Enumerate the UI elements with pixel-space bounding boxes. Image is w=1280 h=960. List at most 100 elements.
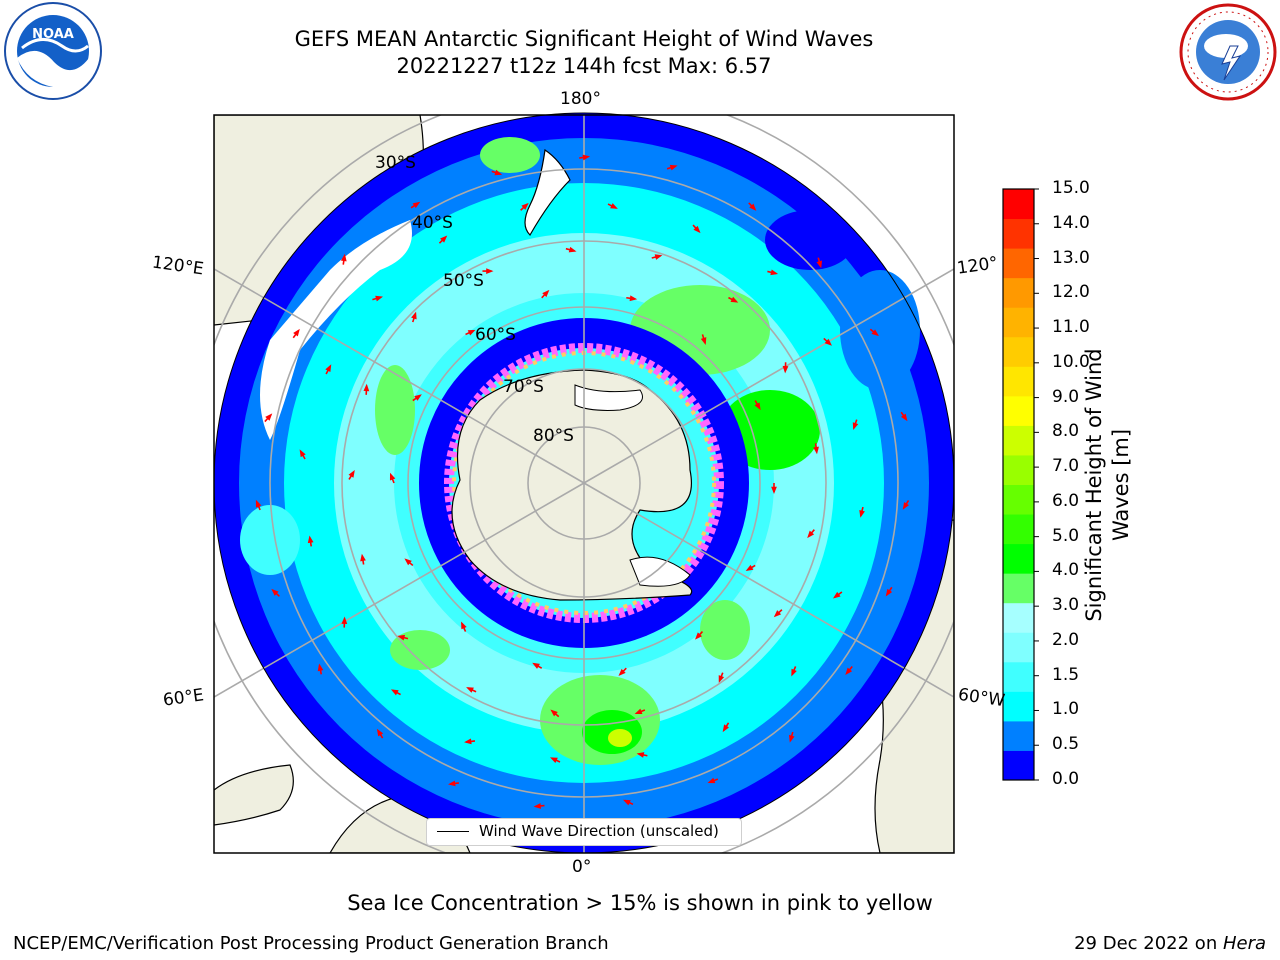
- colorbar-segment: [1003, 425, 1034, 456]
- colorbar-segment: [1003, 277, 1034, 308]
- wind-arrow-head: [271, 588, 279, 596]
- wind-arrow-head: [486, 268, 494, 274]
- wind-arrow-head: [265, 413, 273, 421]
- colorbar-segment: [1003, 720, 1034, 751]
- wind-arrow-head: [695, 632, 703, 640]
- colorbar-tick-label: 15.0: [1052, 178, 1090, 198]
- colorbar: [1003, 188, 1039, 781]
- wind-arrow-head: [376, 728, 384, 737]
- wind-arrow-head: [414, 394, 422, 401]
- nws-logo: [1179, 3, 1277, 101]
- wind-arrow-head: [390, 689, 399, 696]
- colorbar-tick-label: 8.0: [1052, 421, 1080, 442]
- wind-arrow-head: [389, 472, 396, 481]
- wind-arrow-head: [773, 610, 782, 618]
- colorbar-tick-label: 9.0: [1052, 386, 1080, 407]
- wind-arrow-head: [582, 154, 591, 161]
- colorbar-segment: [1003, 395, 1034, 426]
- wind-arrow-head: [467, 329, 476, 336]
- colorbar-segment: [1003, 218, 1034, 249]
- lat-label-60s: 60°S: [475, 325, 516, 345]
- colorbar-tick-label: 11.0: [1052, 317, 1090, 338]
- colorbar-segment: [1003, 602, 1034, 633]
- wind-arrow-head: [871, 329, 879, 337]
- colorbar-tick-label: 0.5: [1052, 734, 1080, 755]
- wind-arrow-head: [494, 169, 503, 176]
- wind-arrow-head: [832, 591, 841, 599]
- colorbar-tick-label: 7.0: [1052, 456, 1080, 477]
- colorbar-segment: [1003, 750, 1034, 781]
- map-title: GEFS MEAN Antarctic Significant Height o…: [294, 27, 874, 51]
- graticule: [214, 115, 954, 853]
- colorbar-segment: [1003, 661, 1034, 692]
- wind-arrow-head: [360, 553, 366, 562]
- wind-arrow-head: [782, 365, 789, 374]
- wind-arrow-head: [412, 201, 421, 209]
- colorbar-segment: [1003, 543, 1034, 574]
- colorbar-segment: [1003, 514, 1034, 545]
- wind-arrow-head: [255, 499, 262, 508]
- wind-arrow-head: [533, 803, 542, 809]
- wind-arrow-head: [807, 530, 815, 539]
- land-antarctica: [451, 369, 693, 601]
- wind-arrow-head: [550, 757, 558, 763]
- wind-arrow-head: [707, 777, 716, 784]
- wind-arrow-head: [629, 295, 638, 302]
- wind-arrow-head: [749, 203, 757, 211]
- lat-label-80s: 80°S: [533, 426, 574, 446]
- wind-arrow-head: [813, 446, 819, 455]
- wind-arrow-head: [845, 667, 853, 676]
- wind-arrow-head: [375, 295, 383, 302]
- colorbar-tick-label: 13.0: [1052, 247, 1090, 268]
- land-africa: [214, 764, 294, 826]
- lon-label-0: 0°: [572, 857, 592, 877]
- wind-arrow-head: [693, 225, 701, 234]
- wind-arrow-head: [521, 202, 529, 210]
- lat-label-30s: 30°S: [375, 153, 416, 173]
- wind-arrow-head: [293, 328, 300, 337]
- colorbar-tick-label: 4.0: [1052, 560, 1080, 581]
- lon-label-180: 180°: [560, 89, 601, 109]
- footer-producer: NCEP/EMC/Verification Post Processing Pr…: [13, 933, 609, 954]
- wind-arrow-head: [340, 253, 347, 262]
- colorbar-tick-label: 12.0: [1052, 282, 1090, 303]
- wind-arrow-head: [411, 311, 417, 320]
- wind-arrow-head: [885, 588, 893, 597]
- colorbar-title-line1: Significant Height of Wind: [1082, 348, 1106, 622]
- wind-arrow-head: [900, 413, 908, 422]
- ross-ice-shelf: [574, 384, 643, 411]
- colorbar-tick-label: 6.0: [1052, 490, 1080, 511]
- wind-arrow-head: [568, 246, 577, 253]
- wind-arrow-head: [363, 383, 370, 392]
- colorbar-tick-label: 1.5: [1052, 664, 1080, 685]
- wind-arrow-head: [532, 662, 540, 669]
- wind-arrow-head: [618, 668, 626, 676]
- wind-arrow-head: [440, 235, 448, 243]
- colorbar-segment: [1003, 632, 1034, 663]
- footer-date-text: 29 Dec 2022 on: [1074, 933, 1223, 954]
- map-legend: Wind Wave Direction (unscaled): [426, 818, 742, 846]
- wind-arrow-head: [745, 564, 754, 571]
- wind-arrow-head: [325, 364, 332, 373]
- wind-arrow-head: [791, 668, 797, 677]
- wind-arrow-head: [722, 724, 729, 733]
- wind-arrow-head: [636, 752, 645, 758]
- wind-arrow-head: [634, 708, 643, 715]
- wind-arrow-head: [622, 799, 631, 806]
- wind-arrow-head: [730, 296, 739, 303]
- wind-arrow-head: [816, 260, 823, 269]
- colorbar-segment: [1003, 336, 1034, 367]
- colorbar-tick-label: 5.0: [1052, 525, 1080, 546]
- colorbar-segment: [1003, 573, 1034, 604]
- wind-arrow-head: [700, 337, 707, 345]
- wind-arrow-head: [770, 269, 779, 276]
- map-subtitle: 20221227 t12z 144h fcst Max: 6.57: [396, 54, 772, 78]
- wind-arrow-head: [859, 509, 865, 518]
- wind-arrow-head: [654, 254, 663, 260]
- colorbar-title-line2: Waves [m]: [1109, 428, 1133, 542]
- colorbar-frame: [1002, 188, 1035, 781]
- wind-arrow-head: [902, 502, 909, 510]
- footer-date: 29 Dec 2022 on Hera: [1074, 933, 1266, 954]
- wind-arrow-head: [669, 164, 678, 171]
